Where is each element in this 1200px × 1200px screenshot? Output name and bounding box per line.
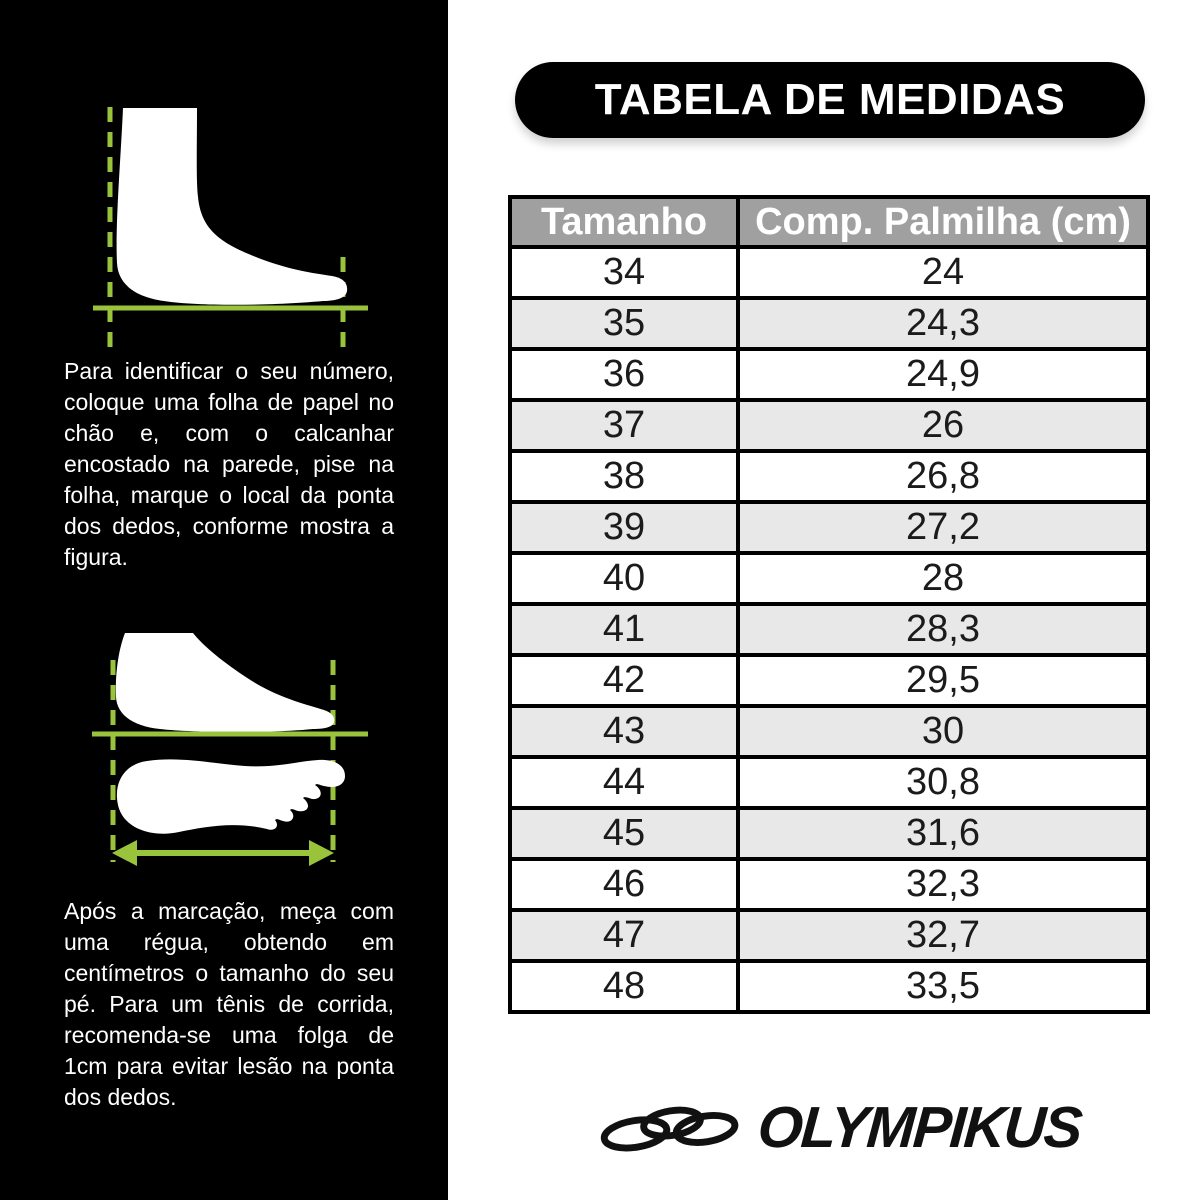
table-row: 44 30,8 — [508, 755, 1150, 810]
cell-size: 46 — [508, 857, 740, 912]
table-header-row: Tamanho Comp. Palmilha (cm) — [508, 195, 1150, 249]
table-row: 38 26,8 — [508, 449, 1150, 504]
cell-size: 42 — [508, 653, 740, 708]
size-table-body: 34 24 35 24,3 36 24,9 37 26 38 26,8 39 27,2 40 28 41 28… — [508, 245, 1150, 1014]
table-row: 43 30 — [508, 704, 1150, 759]
cell-insole-length: 33,5 — [736, 959, 1150, 1014]
table-row: 36 24,9 — [508, 347, 1150, 402]
cell-insole-length: 24 — [736, 245, 1150, 300]
cell-size: 41 — [508, 602, 740, 657]
size-table: Tamanho Comp. Palmilha (cm) 34 24 35 24,3 36… — [508, 195, 1150, 1014]
cell-size: 34 — [508, 245, 740, 300]
table-row: 45 31,6 — [508, 806, 1150, 861]
cell-size: 40 — [508, 551, 740, 606]
table-row: 37 26 — [508, 398, 1150, 453]
cell-size: 39 — [508, 500, 740, 555]
page-title-label: TABELA DE MEDIDAS — [594, 75, 1066, 124]
foot-side-view-height-guides-icon — [93, 107, 368, 347]
table-row: 34 24 — [508, 245, 1150, 300]
table-row: 40 28 — [508, 551, 1150, 606]
table-row: 35 24,3 — [508, 296, 1150, 351]
cell-size: 35 — [508, 296, 740, 351]
cell-size: 43 — [508, 704, 740, 759]
column-header-insole-length: Comp. Palmilha (cm) — [736, 195, 1150, 249]
cell-size: 44 — [508, 755, 740, 810]
cell-insole-length: 30,8 — [736, 755, 1150, 810]
instruction-step-1: Para identificar o seu número, coloque u… — [64, 358, 394, 570]
cell-insole-length: 28,3 — [736, 602, 1150, 657]
olympikus-rings-icon — [600, 1106, 739, 1151]
table-row: 46 32,3 — [508, 857, 1150, 912]
instructions-panel: Para identificar o seu número, coloque u… — [0, 0, 448, 1200]
cell-insole-length: 24,3 — [736, 296, 1150, 351]
cell-size: 37 — [508, 398, 740, 453]
table-row: 42 29,5 — [508, 653, 1150, 708]
cell-insole-length: 27,2 — [736, 500, 1150, 555]
cell-size: 36 — [508, 347, 740, 402]
cell-insole-length: 26,8 — [736, 449, 1150, 504]
foot-length-measure-arrow-icon — [92, 633, 368, 866]
cell-insole-length: 26 — [736, 398, 1150, 453]
table-row: 48 33,5 — [508, 959, 1150, 1014]
column-header-size: Tamanho — [508, 195, 740, 249]
table-row: 39 27,2 — [508, 500, 1150, 555]
cell-size: 47 — [508, 908, 740, 963]
cell-insole-length: 24,9 — [736, 347, 1150, 402]
page-title: TABELA DE MEDIDAS — [515, 62, 1145, 138]
instruction-step-2: Após a marcação, meça com uma régua, obt… — [64, 898, 394, 1110]
cell-size: 38 — [508, 449, 740, 504]
table-row: 47 32,7 — [508, 908, 1150, 963]
cell-insole-length: 31,6 — [736, 806, 1150, 861]
cell-insole-length: 32,3 — [736, 857, 1150, 912]
cell-insole-length: 28 — [736, 551, 1150, 606]
cell-size: 48 — [508, 959, 740, 1014]
table-row: 41 28,3 — [508, 602, 1150, 657]
brand-logo-text: OLYMPIKUS — [755, 1095, 1083, 1160]
cell-insole-length: 30 — [736, 704, 1150, 759]
cell-insole-length: 32,7 — [736, 908, 1150, 963]
brand-logo: OLYMPIKUS — [600, 1094, 1083, 1161]
cell-size: 45 — [508, 806, 740, 861]
cell-insole-length: 29,5 — [736, 653, 1150, 708]
